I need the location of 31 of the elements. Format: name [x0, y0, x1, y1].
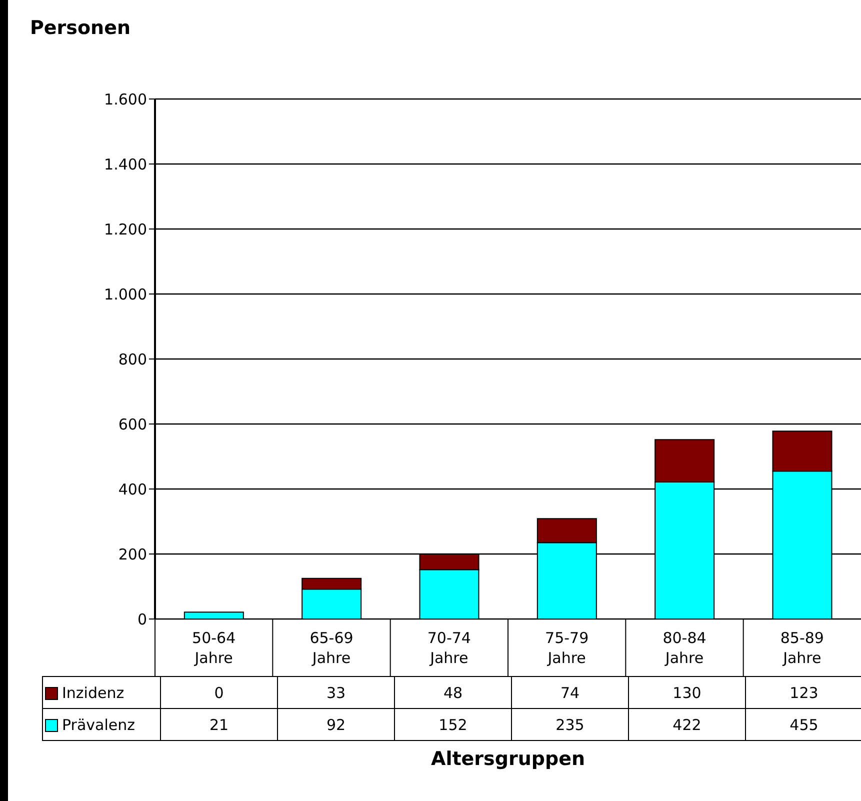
y-tick-label: 1.200 [104, 220, 147, 238]
y-tick-label: 0 [137, 610, 147, 628]
data-label: 0 [160, 676, 278, 708]
data-label: 422 [628, 708, 746, 740]
y-tick-label: 1.400 [104, 155, 147, 174]
data-label: 152 [394, 708, 512, 740]
x-tick-label: 70-74 Jahre [427, 629, 471, 667]
data-label: 235 [512, 708, 628, 740]
data-label: 130 [628, 676, 746, 708]
x-tick-label: 80-84 Jahre [662, 629, 706, 667]
y-axis-title: Personen [30, 17, 130, 39]
data-label: 455 [746, 708, 861, 740]
x-axis-title: Altersgruppen [430, 748, 586, 770]
x-tick-label: 65-69 Jahre [310, 629, 354, 667]
data-label: 92 [278, 708, 394, 740]
y-tick-label: 1.000 [104, 285, 147, 304]
data-label: 123 [746, 676, 861, 708]
y-tick-label: 400 [118, 480, 147, 498]
y-tick-label: 600 [118, 415, 147, 434]
data-label: 48 [394, 676, 512, 708]
y-tick-label: 200 [118, 545, 147, 564]
y-tick-label: 1.600 [104, 90, 147, 108]
y-tick-label: 800 [118, 350, 147, 368]
x-tick-label: 75-79 Jahre [545, 629, 589, 667]
x-tick-label: 85-89 Jahre [780, 629, 824, 667]
x-tick-label: 50-64 Jahre [192, 629, 236, 667]
data-label: 74 [512, 676, 628, 708]
legend-label: Inzidenz [42, 676, 160, 708]
legend-label: Prävalenz [42, 708, 160, 740]
data-label: 33 [278, 676, 394, 708]
data-label: 21 [160, 708, 278, 740]
